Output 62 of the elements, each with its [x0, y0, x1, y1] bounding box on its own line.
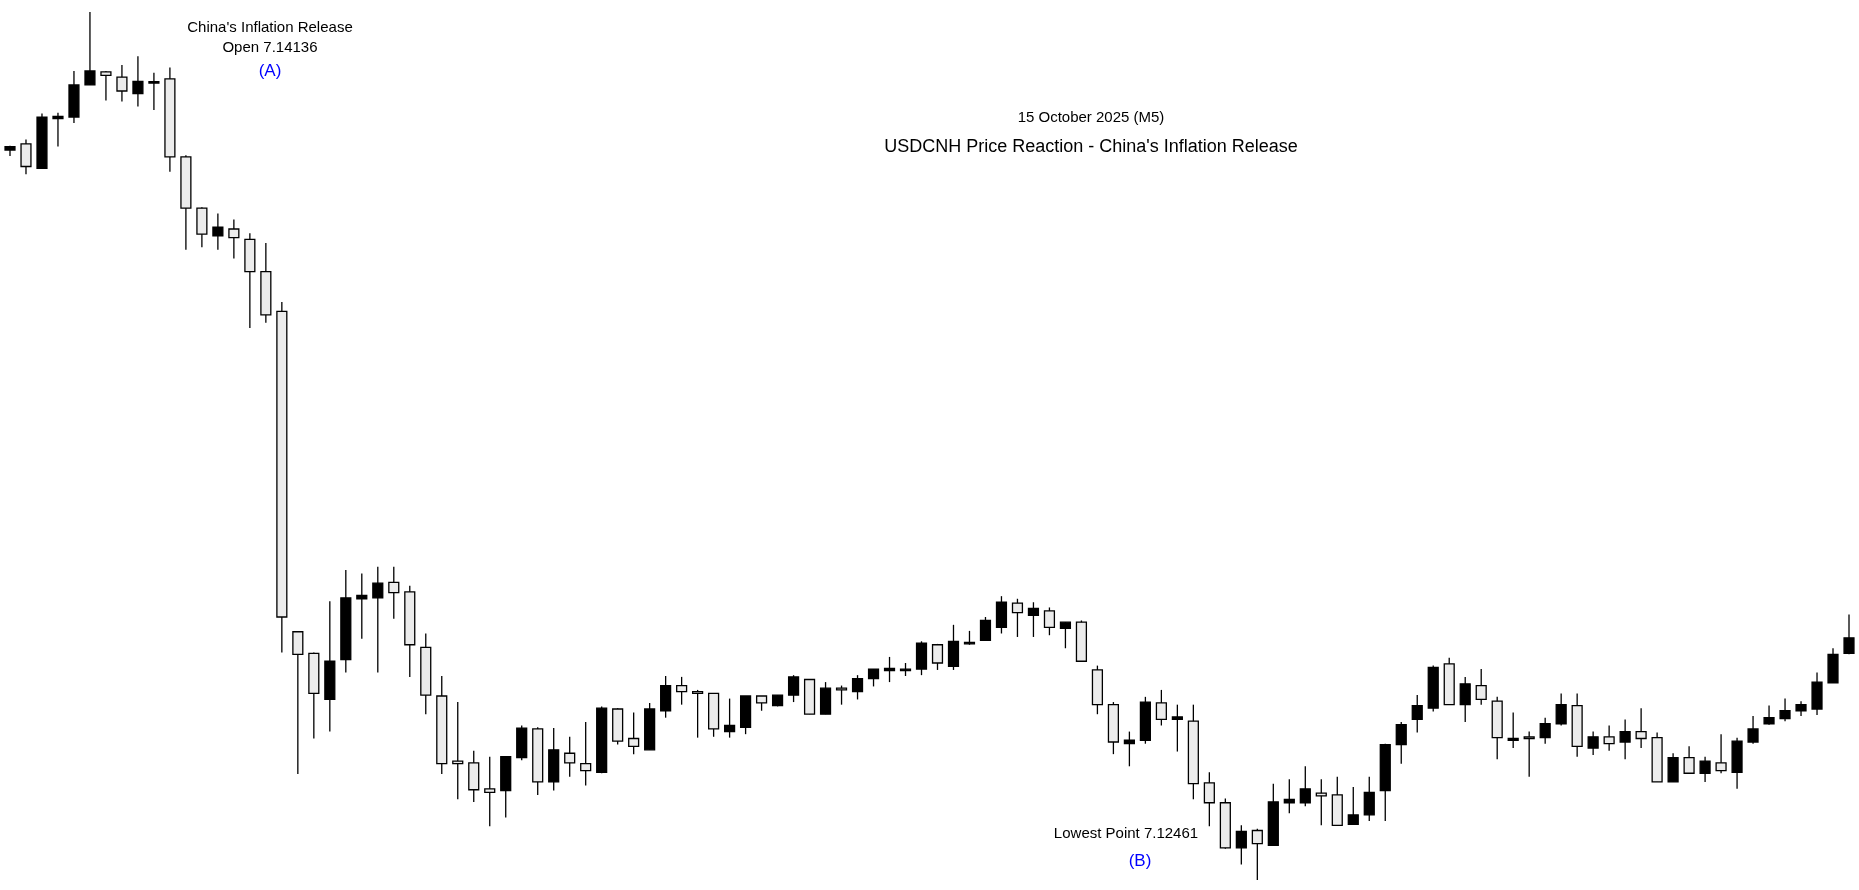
candlestick: [484, 756, 496, 827]
candlestick: [580, 721, 592, 787]
candlestick: [292, 631, 304, 775]
candlestick: [452, 701, 464, 800]
candlestick: [1523, 730, 1535, 778]
candlestick: [100, 70, 112, 102]
candlestick: [851, 674, 864, 701]
candlestick: [1779, 697, 1791, 722]
annotation: (A): [258, 60, 282, 80]
candlestick: [1203, 771, 1215, 827]
candlestick: [1539, 717, 1551, 745]
candlestick: [1027, 601, 1040, 638]
candlestick: [1683, 745, 1695, 774]
candlestick: [1155, 689, 1167, 727]
candlestick: [1507, 711, 1519, 749]
candlestick: [1347, 786, 1359, 826]
candlestick: [1699, 756, 1711, 783]
annotation: (B): [1128, 850, 1152, 870]
text: 15 October 2025 (M5): [1017, 108, 1165, 125]
candlestick: [20, 138, 32, 175]
candlestick: [724, 697, 736, 739]
candlestick: [1603, 724, 1615, 752]
candlestick: [835, 684, 848, 706]
annotation: Lowest Point 7.12461: [1053, 823, 1199, 841]
candlestick: [1411, 694, 1423, 734]
candlestick: [1235, 824, 1247, 866]
candlestick: [564, 736, 576, 778]
candlestick: [1459, 676, 1471, 723]
candlestick: [1555, 692, 1567, 727]
candlestick: [1587, 730, 1599, 756]
candlestick: [931, 643, 944, 671]
candlestick: [676, 676, 688, 706]
candlestick: [979, 616, 992, 642]
candlestick: [116, 64, 128, 103]
candlestick: [692, 689, 704, 739]
candlestick: [372, 566, 384, 674]
candlestick: [1843, 613, 1855, 655]
candlestick: [787, 674, 800, 703]
candlestick: [132, 55, 144, 108]
candlestick: [1475, 668, 1487, 706]
candlestick: [1747, 715, 1759, 745]
candlestick: [148, 72, 160, 111]
candlestick: [1363, 776, 1375, 822]
candlestick: [84, 11, 96, 86]
candlestick: [1043, 606, 1056, 636]
candlestick: [1395, 721, 1407, 765]
candlestick: [52, 112, 64, 148]
candlestick: [628, 711, 640, 755]
candlestick: [228, 218, 240, 260]
candlestick: [1619, 718, 1631, 760]
candlestick: [1763, 704, 1775, 726]
annotation: China's Inflation Release Open 7.14136: [187, 17, 353, 55]
candlestick: [1715, 733, 1727, 774]
text: USDCNH Price Reaction - China's Inflation Release: [884, 136, 1298, 156]
candlestick: [388, 566, 400, 620]
candlestick: [1251, 828, 1263, 881]
candlestick: [1299, 765, 1311, 807]
candlestick: [1171, 704, 1183, 753]
candlestick: [1011, 598, 1024, 638]
candlestick: [1059, 621, 1072, 649]
candlestick: [1635, 707, 1647, 749]
candlestick: [212, 212, 224, 251]
